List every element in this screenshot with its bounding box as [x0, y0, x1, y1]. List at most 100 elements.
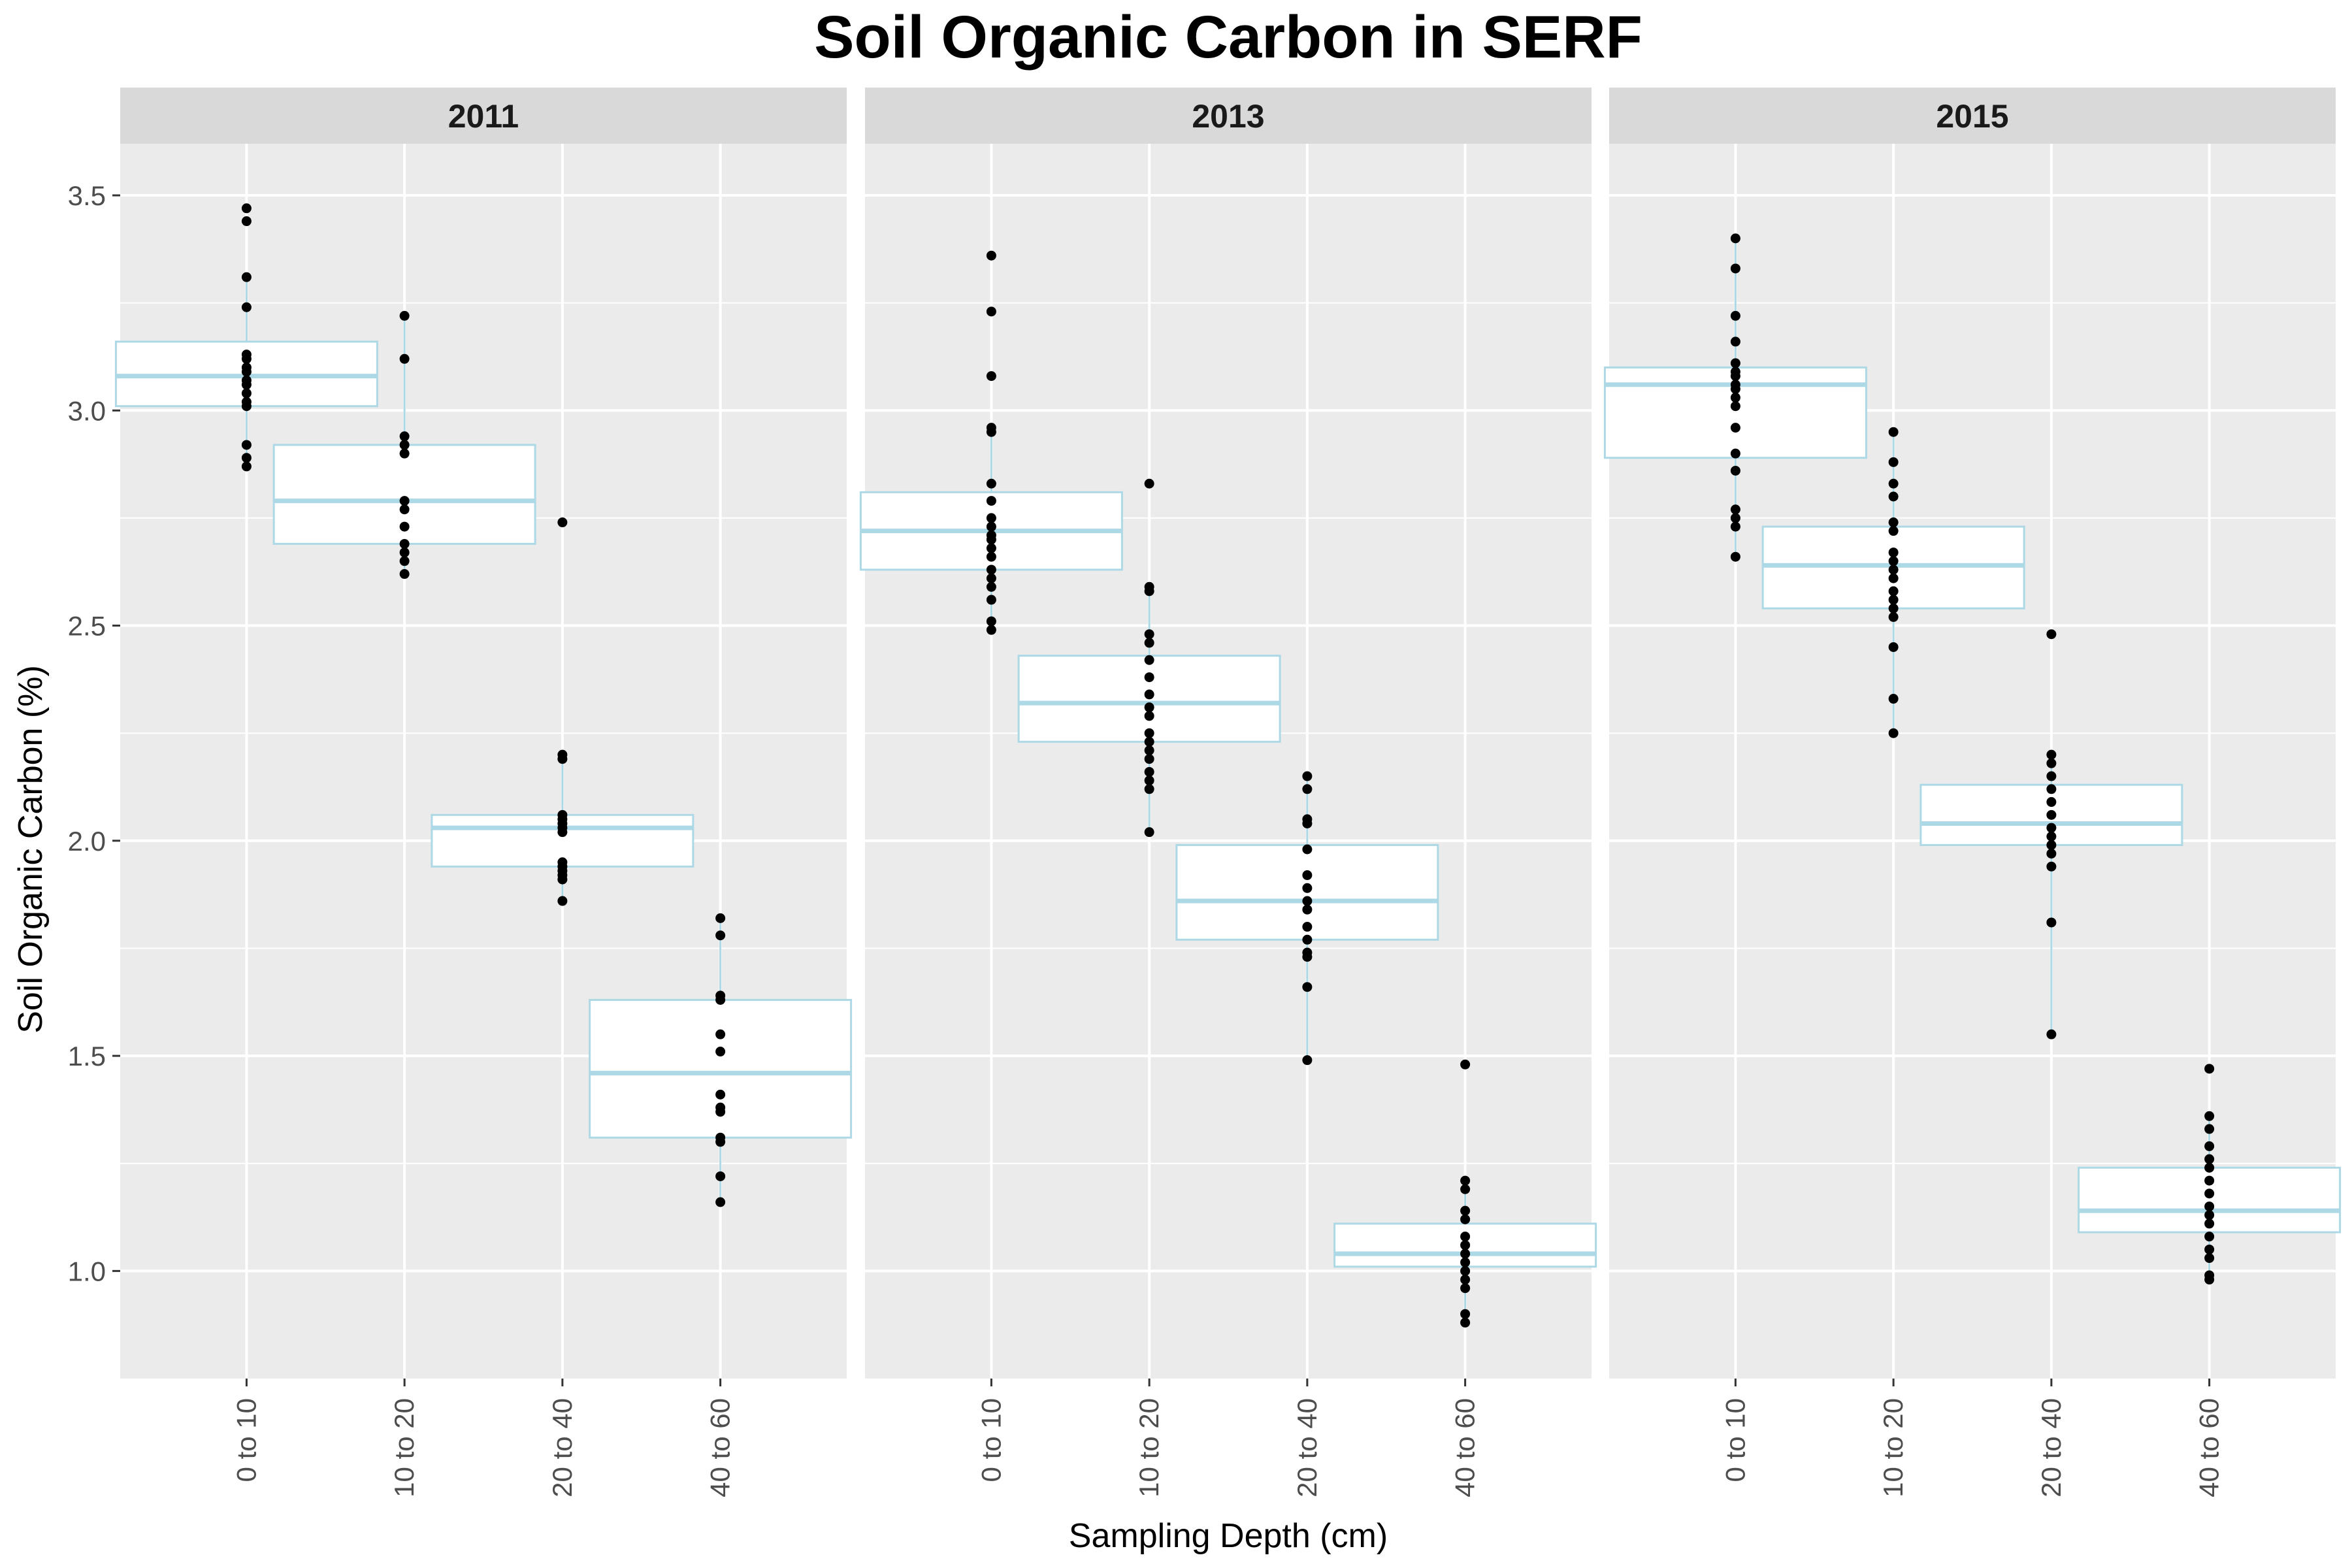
- data-point: [1302, 896, 1313, 906]
- data-point: [986, 595, 996, 605]
- facet-strip-label: 2015: [1936, 98, 2008, 135]
- data-point: [715, 913, 726, 923]
- data-point: [557, 827, 568, 838]
- data-point: [1144, 736, 1154, 747]
- data-point: [715, 1137, 726, 1147]
- data-point: [1888, 612, 1899, 622]
- data-point: [1730, 263, 1740, 274]
- data-point: [399, 440, 410, 450]
- data-point: [241, 388, 252, 399]
- data-point: [1888, 457, 1899, 467]
- data-point: [2046, 784, 2057, 794]
- data-point: [2204, 1064, 2215, 1074]
- data-point: [241, 367, 252, 377]
- data-point: [986, 581, 996, 592]
- data-point: [2204, 1232, 2215, 1242]
- boxplot-2011-1: [114, 203, 378, 472]
- data-point: [399, 496, 410, 506]
- data-point: [1730, 371, 1740, 382]
- data-point: [2204, 1275, 2215, 1285]
- data-point: [2046, 771, 2057, 781]
- data-point: [1460, 1283, 1471, 1294]
- data-point: [1144, 638, 1154, 648]
- data-point: [1144, 702, 1154, 713]
- x-tick-label: 0 to 10: [975, 1398, 1006, 1482]
- boxplot-2013-3: [1175, 771, 1439, 1066]
- data-point: [1888, 586, 1899, 596]
- facet-strip: [120, 88, 847, 144]
- data-point: [1460, 1317, 1471, 1328]
- y-tick-label: 1.5: [68, 1041, 106, 1071]
- data-point: [2204, 1253, 2215, 1264]
- data-point: [1302, 904, 1313, 915]
- data-point: [2046, 823, 2057, 833]
- data-point: [1302, 982, 1313, 992]
- data-point: [986, 513, 996, 523]
- data-point: [1888, 603, 1899, 613]
- data-point: [1460, 1205, 1471, 1216]
- facet-strip-label: 2011: [448, 98, 519, 135]
- data-point: [1460, 1175, 1471, 1186]
- data-point: [1460, 1059, 1471, 1070]
- data-point: [2046, 629, 2057, 640]
- chart-title: Soil Organic Carbon in SERF: [814, 4, 1642, 71]
- data-point: [986, 306, 996, 317]
- data-point: [715, 1029, 726, 1039]
- data-point: [715, 1047, 726, 1057]
- data-point: [241, 401, 252, 412]
- data-point: [986, 564, 996, 575]
- data-point: [986, 625, 996, 635]
- data-point: [399, 521, 410, 532]
- data-point: [1302, 1055, 1313, 1066]
- data-point: [1888, 478, 1899, 489]
- data-point: [399, 353, 410, 364]
- data-point: [1144, 827, 1154, 838]
- boxplot-2011-3: [431, 517, 694, 906]
- data-point: [399, 547, 410, 558]
- data-point: [715, 930, 726, 941]
- data-point: [399, 556, 410, 566]
- data-point: [1460, 1257, 1471, 1267]
- data-point: [241, 203, 252, 214]
- boxplot-2015-4: [2078, 1064, 2342, 1285]
- data-point: [557, 896, 568, 906]
- facet-panel-2011: 2011 0 to 10 10 to 20 20 to 40 40 to 60: [114, 88, 853, 1497]
- data-point: [1302, 844, 1313, 855]
- data-point: [1730, 504, 1740, 515]
- data-point: [1302, 818, 1313, 828]
- data-point: [241, 216, 252, 227]
- data-point: [1302, 771, 1313, 781]
- boxplot-2015-3: [1919, 629, 2183, 1039]
- data-point: [1730, 401, 1740, 412]
- x-tick-label: 40 to 60: [705, 1398, 736, 1497]
- data-point: [715, 994, 726, 1005]
- box-iqr: [589, 998, 853, 1139]
- data-point: [241, 272, 252, 282]
- data-point: [399, 504, 410, 515]
- x-tick-label: 40 to 60: [2194, 1398, 2225, 1497]
- data-point: [1144, 784, 1154, 794]
- data-point: [715, 1089, 726, 1100]
- data-point: [1144, 586, 1154, 596]
- y-tick-label: 3.5: [68, 180, 106, 211]
- data-point: [715, 1171, 726, 1181]
- data-point: [557, 874, 568, 885]
- x-tick-label: 0 to 10: [231, 1398, 261, 1482]
- facet-panel-2013: 2013 0 to 10 10 to 20 20 to 40 40 to 60: [859, 88, 1597, 1497]
- data-point: [1144, 655, 1154, 665]
- data-point: [1302, 952, 1313, 962]
- data-point: [2046, 1029, 2057, 1039]
- data-point: [399, 448, 410, 459]
- data-point: [241, 440, 252, 450]
- data-point: [986, 478, 996, 489]
- data-point: [986, 534, 996, 545]
- data-point: [2204, 1154, 2215, 1164]
- data-point: [2046, 840, 2057, 850]
- data-point: [1460, 1266, 1471, 1276]
- data-point: [1302, 870, 1313, 881]
- x-tick-label: 20 to 40: [1292, 1398, 1322, 1497]
- data-point: [1888, 427, 1899, 437]
- x-tick-label: 20 to 40: [2036, 1398, 2066, 1497]
- boxplot-2011-2: [272, 310, 536, 580]
- data-point: [986, 616, 996, 627]
